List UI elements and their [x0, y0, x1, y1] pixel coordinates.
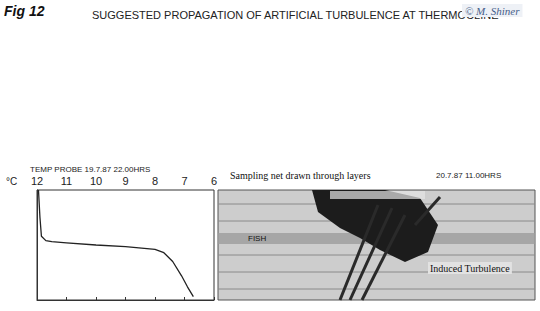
- svg-text:°C: °C: [6, 176, 17, 187]
- svg-text:Induced Turbulence: Induced Turbulence: [430, 263, 510, 274]
- svg-text:7: 7: [181, 175, 187, 187]
- svg-text:6: 6: [211, 175, 217, 187]
- svg-text:12: 12: [31, 175, 43, 187]
- svg-text:© M. Shiner: © M. Shiner: [465, 5, 520, 17]
- svg-text:Sampling net drawn through lay: Sampling net drawn through layers: [230, 170, 371, 181]
- svg-text:8: 8: [152, 175, 158, 187]
- svg-text:9: 9: [122, 175, 128, 187]
- svg-text:FISH: FISH: [248, 234, 266, 243]
- svg-text:11: 11: [61, 175, 72, 187]
- svg-text:20.7.87 11.00HRS: 20.7.87 11.00HRS: [436, 171, 501, 180]
- svg-text:Fig 12: Fig 12: [4, 3, 45, 19]
- svg-text:SUGGESTED PROPAGATION OF ARTIF: SUGGESTED PROPAGATION OF ARTIFICIAL TURB…: [92, 9, 498, 21]
- svg-text:10: 10: [90, 175, 102, 187]
- svg-text:TEMP PROBE 19.7.87 22.00HRS: TEMP PROBE 19.7.87 22.00HRS: [30, 165, 150, 174]
